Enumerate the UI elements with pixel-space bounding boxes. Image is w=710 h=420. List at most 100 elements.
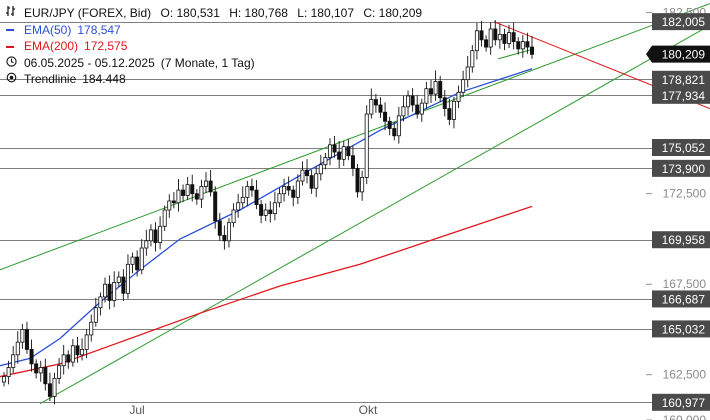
candle-body xyxy=(497,33,502,41)
candle-body xyxy=(438,81,443,99)
candle xyxy=(43,358,48,391)
candle xyxy=(525,32,530,54)
candle-body xyxy=(327,144,332,158)
candle-body xyxy=(286,186,291,191)
candle-body xyxy=(451,100,456,120)
candle xyxy=(387,116,392,136)
candle xyxy=(507,24,512,48)
candle-body xyxy=(98,296,103,309)
candle xyxy=(70,339,75,367)
ema200-line xyxy=(0,205,533,378)
candle xyxy=(204,172,209,194)
candle xyxy=(295,174,300,205)
ema200-value: 172,575 xyxy=(84,39,128,54)
candle xyxy=(52,372,57,405)
candle xyxy=(93,297,98,327)
candle xyxy=(84,329,89,359)
level-label-2: 177,934 xyxy=(662,89,706,103)
level-label-3: 175,052 xyxy=(662,141,706,155)
candle xyxy=(337,141,342,169)
level-label-box-1 xyxy=(652,70,710,88)
candle-body xyxy=(11,354,16,368)
candle xyxy=(428,79,433,104)
candle-body xyxy=(217,220,222,236)
candle-body xyxy=(176,189,181,204)
candle xyxy=(447,98,452,126)
candle-body xyxy=(181,189,186,196)
ema200-swatch-icon xyxy=(6,38,18,55)
candle-body xyxy=(107,283,112,301)
candle-body xyxy=(484,39,489,48)
close-value: C: 180,209 xyxy=(363,6,423,20)
candle-body xyxy=(70,345,75,363)
candle xyxy=(286,176,291,196)
level-label-box-2 xyxy=(652,86,710,104)
candle-body xyxy=(47,383,52,397)
candle xyxy=(497,23,502,49)
candle-body xyxy=(346,146,351,157)
trendline-label: Trendlinie xyxy=(24,72,77,87)
triangle-support-line xyxy=(497,48,535,60)
candle xyxy=(190,174,195,202)
candle-body xyxy=(387,120,392,129)
ema50-label: EMA(50) xyxy=(24,22,72,37)
candle xyxy=(194,189,199,205)
candle xyxy=(15,331,20,364)
candle xyxy=(456,85,461,109)
candle-body xyxy=(447,108,452,120)
candle-body xyxy=(148,229,153,242)
level-label-box-8 xyxy=(652,393,710,411)
candle xyxy=(80,338,85,361)
y-tick-label-0: 160,000 xyxy=(663,413,707,420)
candle xyxy=(401,95,406,122)
candle-body xyxy=(337,151,342,160)
chart-legend: EUR/JPY (FOREX, Bid) O: 180,531 H: 180,7… xyxy=(6,5,428,88)
candle xyxy=(438,75,443,103)
candle xyxy=(34,359,39,379)
ema50-line xyxy=(0,68,533,367)
candle xyxy=(263,203,268,222)
candle-body xyxy=(245,186,250,198)
candle xyxy=(392,121,397,141)
candle-body xyxy=(530,46,535,55)
candle xyxy=(406,90,411,116)
candle-body xyxy=(479,30,484,41)
period-range: 06.05.2025 - 05.12.2025 xyxy=(24,55,155,70)
candle xyxy=(378,97,383,118)
level-label-0: 182,005 xyxy=(662,15,706,29)
candle-body xyxy=(341,146,346,160)
candle-body xyxy=(213,191,218,222)
candle xyxy=(139,239,144,275)
candle-body xyxy=(442,97,447,110)
candle xyxy=(346,138,351,161)
y-tick-label-1: 162,500 xyxy=(663,368,707,382)
candle xyxy=(181,184,186,203)
candle xyxy=(112,271,117,308)
candle-body xyxy=(231,209,236,224)
candle xyxy=(305,159,310,184)
period-detail: (7 Monate, 1 Tag) xyxy=(160,55,255,70)
candle-body xyxy=(465,66,470,81)
candle-body xyxy=(378,104,383,113)
candle-body xyxy=(34,363,39,374)
candle xyxy=(254,180,259,210)
candle-body xyxy=(305,169,310,177)
candle xyxy=(520,34,525,58)
candle xyxy=(465,55,470,88)
candle-body xyxy=(364,113,369,178)
candle xyxy=(516,37,521,55)
candle-body xyxy=(291,189,296,198)
candle-body xyxy=(112,282,117,301)
candle xyxy=(502,28,507,51)
candle xyxy=(24,321,29,354)
candle xyxy=(461,70,466,97)
y-tick-label-3: 172,500 xyxy=(663,187,707,201)
x-axis: Jul Okt xyxy=(129,403,378,417)
low-value: L: 180,107 xyxy=(297,6,354,20)
candle-body xyxy=(392,128,397,137)
candle xyxy=(488,22,493,55)
candle xyxy=(360,170,365,201)
legend-trendline-row: Trendlinie 184.448 xyxy=(6,71,428,88)
candle xyxy=(135,250,140,277)
candle-body xyxy=(249,186,254,191)
